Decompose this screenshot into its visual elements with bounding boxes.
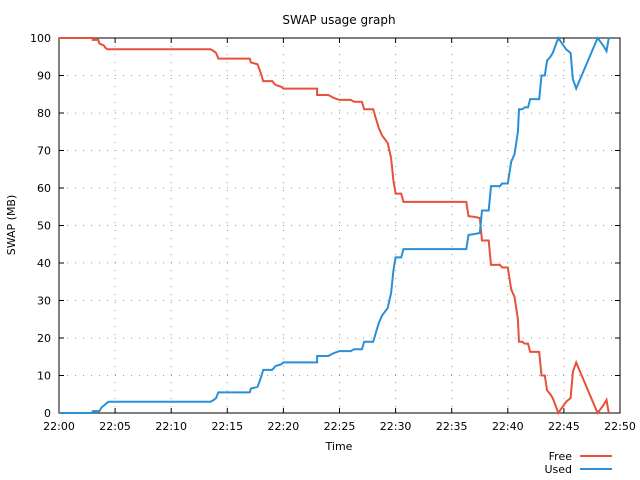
legend-label-free: Free [549, 450, 573, 463]
series-line-used [59, 35, 610, 414]
chart-title: SWAP usage graph [282, 13, 395, 27]
y-tick-label: 40 [37, 257, 51, 270]
x-tick-label: 22:40 [492, 420, 524, 433]
y-axis-label: SWAP (MB) [5, 195, 18, 256]
x-tick-label: 22:50 [604, 420, 636, 433]
x-tick-label: 22:45 [548, 420, 580, 433]
x-tick-label: 22:10 [155, 420, 187, 433]
y-tick-label: 80 [37, 107, 51, 120]
x-axis-ticks: 22:00 22:05 22:10 22:15 22:20 22:25 22:30 22:35… [43, 38, 636, 433]
x-tick-label: 22:30 [380, 420, 412, 433]
y-axis-ticks: 0 10 20 30 40 50 60 70 80 90 100 [30, 32, 620, 420]
y-tick-label: 90 [37, 70, 51, 83]
x-tick-label: 22:35 [436, 420, 468, 433]
x-tick-label: 22:20 [268, 420, 300, 433]
x-tick-label: 22:05 [99, 420, 131, 433]
y-tick-label: 100 [30, 32, 51, 45]
x-tick-label: 22:25 [324, 420, 356, 433]
series-layer [59, 35, 610, 416]
y-tick-label: 50 [37, 220, 51, 233]
x-tick-label: 22:15 [211, 420, 243, 433]
grid-lines [59, 38, 620, 413]
legend-label-used: Used [544, 463, 572, 476]
y-tick-label: 70 [37, 145, 51, 158]
y-tick-label: 10 [37, 370, 51, 383]
x-axis-label: Time [325, 440, 353, 453]
x-tick-label: 22:00 [43, 420, 75, 433]
y-tick-label: 0 [44, 407, 51, 420]
series-line-free [59, 37, 610, 416]
y-tick-label: 20 [37, 332, 51, 345]
y-tick-label: 60 [37, 182, 51, 195]
y-tick-label: 30 [37, 295, 51, 308]
